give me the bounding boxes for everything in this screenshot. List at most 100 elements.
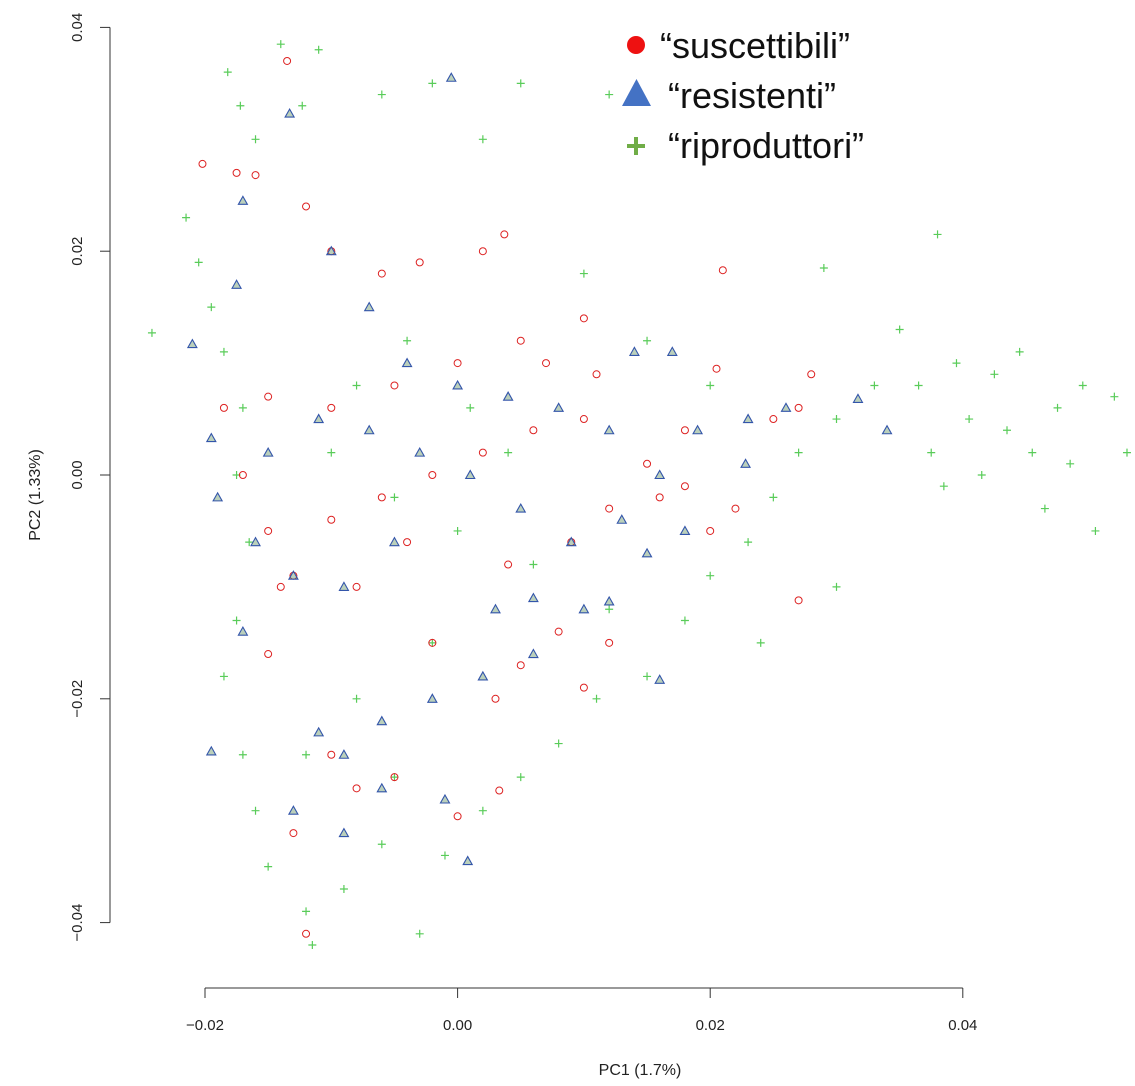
data-point-suscettibili bbox=[289, 829, 298, 838]
data-point-riproduttori bbox=[504, 448, 513, 457]
data-point-suscettibili bbox=[504, 560, 513, 569]
data-point-resistenti bbox=[641, 547, 653, 558]
data-point-resistenti bbox=[603, 595, 615, 606]
data-point-resistenti bbox=[740, 458, 752, 468]
x-tick-label: −0.02 bbox=[186, 1017, 224, 1034]
data-point-resistenti bbox=[363, 301, 375, 312]
data-point-suscettibili bbox=[579, 314, 588, 323]
data-point-suscettibili bbox=[605, 504, 614, 513]
y-tick-label: −0.04 bbox=[69, 904, 86, 942]
data-point-resistenti bbox=[376, 782, 388, 793]
data-point-riproduttori bbox=[933, 230, 942, 239]
data-point-riproduttori bbox=[440, 851, 449, 860]
data-point-riproduttori bbox=[1015, 347, 1024, 356]
data-point-resistenti bbox=[338, 827, 350, 838]
data-point-resistenti bbox=[852, 393, 864, 403]
data-point-riproduttori bbox=[302, 750, 311, 759]
data-point-resistenti bbox=[578, 603, 590, 614]
data-point-resistenti bbox=[477, 670, 489, 681]
data-point-riproduttori bbox=[1122, 448, 1131, 457]
data-point-riproduttori bbox=[680, 616, 689, 625]
data-point-riproduttori bbox=[895, 325, 904, 334]
data-point-suscettibili bbox=[352, 784, 361, 793]
data-point-resistenti bbox=[881, 424, 893, 435]
data-point-resistenti bbox=[426, 693, 438, 703]
data-point-resistenti bbox=[439, 793, 451, 804]
data-point-riproduttori bbox=[605, 90, 614, 99]
data-point-suscettibili bbox=[643, 459, 652, 468]
y-axis-title: PC2 (1.33%) bbox=[27, 449, 44, 541]
legend-marker-riproduttori bbox=[627, 137, 645, 155]
data-point-riproduttori bbox=[516, 79, 525, 88]
data-point-resistenti bbox=[313, 413, 325, 424]
data-point-riproduttori bbox=[236, 101, 245, 110]
data-point-resistenti bbox=[287, 570, 299, 580]
data-point-resistenti bbox=[237, 626, 249, 636]
data-point-riproduttori bbox=[377, 90, 386, 99]
data-point-suscettibili bbox=[327, 750, 336, 759]
data-point-riproduttori bbox=[478, 806, 487, 815]
data-point-riproduttori bbox=[1066, 459, 1075, 468]
data-point-resistenti bbox=[313, 726, 325, 737]
legend-marker-resistenti bbox=[622, 79, 651, 106]
data-point-suscettibili bbox=[478, 247, 487, 256]
data-point-riproduttori bbox=[390, 773, 399, 782]
data-point-resistenti bbox=[780, 402, 792, 412]
data-point-resistenti bbox=[679, 525, 691, 536]
data-point-riproduttori bbox=[990, 370, 999, 379]
data-point-resistenti bbox=[284, 107, 296, 118]
data-point-riproduttori bbox=[415, 929, 424, 938]
data-point-riproduttori bbox=[744, 538, 753, 547]
data-point-riproduttori bbox=[302, 907, 311, 916]
data-point-riproduttori bbox=[1028, 448, 1037, 457]
data-point-suscettibili bbox=[276, 582, 285, 591]
data-point-riproduttori bbox=[147, 328, 156, 337]
x-tick-label: 0.00 bbox=[443, 1017, 472, 1034]
data-point-suscettibili bbox=[415, 258, 424, 267]
data-point-suscettibili bbox=[264, 526, 273, 535]
data-point-suscettibili bbox=[302, 929, 311, 938]
data-point-resistenti bbox=[231, 279, 243, 289]
data-point-resistenti bbox=[452, 379, 464, 390]
data-point-suscettibili bbox=[592, 370, 601, 379]
data-point-resistenti bbox=[666, 346, 678, 356]
x-tick-label: 0.04 bbox=[948, 1017, 977, 1034]
data-point-resistenti bbox=[445, 72, 457, 82]
data-point-suscettibili bbox=[718, 266, 727, 275]
data-point-resistenti bbox=[464, 469, 476, 480]
data-point-resistenti bbox=[654, 674, 666, 684]
data-point-riproduttori bbox=[529, 560, 538, 569]
data-point-resistenti bbox=[527, 592, 539, 603]
data-point-suscettibili bbox=[238, 471, 247, 479]
data-point-riproduttori bbox=[579, 269, 588, 278]
data-point-resistenti bbox=[205, 432, 217, 443]
data-point-resistenti bbox=[414, 446, 426, 457]
x-axis-title: PC1 (1.7%) bbox=[599, 1062, 682, 1079]
data-point-riproduttori bbox=[251, 806, 260, 815]
data-point-riproduttori bbox=[352, 381, 361, 390]
data-point-riproduttori bbox=[298, 101, 307, 110]
y-tick-label: 0.04 bbox=[69, 13, 86, 42]
data-point-riproduttori bbox=[1091, 526, 1100, 535]
data-point-suscettibili bbox=[731, 504, 740, 513]
data-point-suscettibili bbox=[516, 336, 525, 345]
data-point-resistenti bbox=[325, 245, 337, 256]
data-point-resistenti bbox=[212, 491, 224, 502]
data-point-suscettibili bbox=[390, 381, 399, 390]
data-point-suscettibili bbox=[680, 426, 689, 435]
data-point-suscettibili bbox=[219, 403, 228, 412]
data-point-riproduttori bbox=[314, 45, 323, 54]
data-point-suscettibili bbox=[807, 370, 816, 379]
data-point-riproduttori bbox=[352, 694, 361, 703]
data-point-suscettibili bbox=[251, 171, 260, 180]
y-tick-label: 0.02 bbox=[69, 237, 86, 266]
data-point-riproduttori bbox=[478, 135, 487, 144]
data-point-riproduttori bbox=[238, 403, 247, 412]
data-point-riproduttori bbox=[832, 415, 841, 424]
data-point-resistenti bbox=[338, 581, 350, 591]
data-point-riproduttori bbox=[756, 638, 765, 647]
data-point-suscettibili bbox=[794, 403, 803, 412]
data-point-riproduttori bbox=[554, 739, 563, 748]
data-point-suscettibili bbox=[428, 471, 437, 479]
data-point-resistenti bbox=[502, 391, 514, 401]
